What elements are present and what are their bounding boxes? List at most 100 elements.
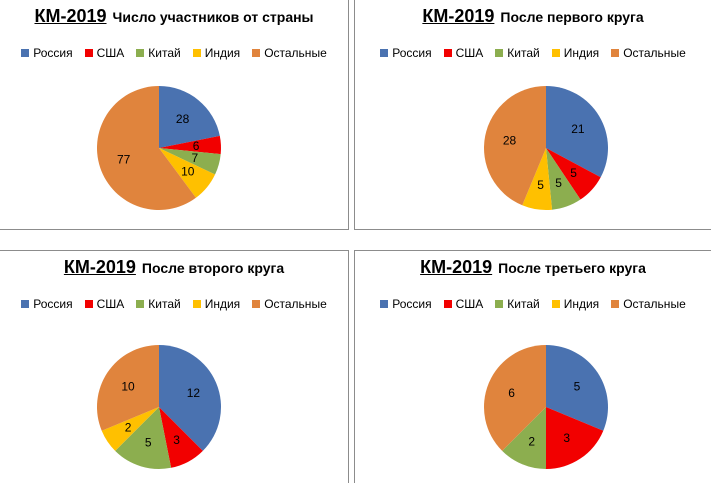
legend-label: Индия bbox=[204, 297, 241, 311]
pie-data-label: 28 bbox=[503, 134, 517, 148]
legend-item-others: Остальные bbox=[252, 297, 327, 311]
pie-slice-china bbox=[159, 148, 221, 175]
pie-slice-india bbox=[522, 148, 553, 210]
pie-slice-others bbox=[96, 86, 196, 210]
pie-data-label: 7 bbox=[192, 151, 199, 165]
legend-swatch bbox=[495, 49, 504, 57]
pie-slice-usa bbox=[159, 135, 221, 155]
pie-chart: 12 3 52 10 bbox=[97, 345, 222, 469]
legend-label: Россия bbox=[33, 46, 73, 60]
pie-slice-others bbox=[484, 345, 546, 451]
legend-swatch bbox=[611, 300, 620, 308]
pie-data-label: 21 bbox=[571, 122, 585, 136]
legend-label: Остальные bbox=[264, 46, 327, 60]
pie-data-label: 10 bbox=[181, 165, 195, 179]
legend-item-others: Остальные bbox=[611, 46, 686, 60]
pie-slice-russia bbox=[159, 86, 220, 148]
chart-legend: Россия США Китай Индия Остальные bbox=[355, 46, 711, 60]
pie-slice-india bbox=[159, 148, 216, 198]
pie-data-label: 77 bbox=[117, 153, 131, 167]
legend-item-china: Китай bbox=[495, 297, 540, 311]
pie-slice-india bbox=[101, 407, 159, 451]
pie-slice-others bbox=[484, 86, 546, 206]
legend-label: США bbox=[96, 297, 125, 311]
chart-title: КМ-2019 Число участников от страны bbox=[0, 6, 348, 27]
chart-legend: Россия США Китай Индия Остальные bbox=[0, 297, 348, 311]
pie-slice-usa bbox=[546, 407, 604, 469]
pie-chart: 5 3 2 6 bbox=[484, 345, 608, 469]
chart-title: КМ-2019 После второго круга bbox=[0, 257, 348, 278]
chart-title-sub: После третьего круга bbox=[498, 260, 646, 276]
legend-item-russia: Россия bbox=[380, 46, 432, 60]
legend-label: Остальные bbox=[264, 297, 327, 311]
legend-swatch bbox=[136, 49, 145, 57]
legend-swatch bbox=[252, 49, 261, 57]
chart-panel-round-3: КМ-2019 После третьего круга Россия США К… bbox=[354, 250, 711, 483]
legend-label: США bbox=[455, 297, 484, 311]
pie-slice-russia bbox=[546, 86, 608, 178]
legend-swatch bbox=[21, 300, 30, 308]
pie-data-label: 3 bbox=[173, 433, 180, 447]
legend-item-usa: США bbox=[84, 297, 125, 311]
legend-item-russia: Россия bbox=[21, 46, 73, 60]
legend-item-india: Индия bbox=[551, 297, 600, 311]
pie-data-label: 5 bbox=[574, 379, 581, 393]
legend-label: Россия bbox=[392, 46, 432, 60]
pie-slice-china bbox=[502, 407, 546, 469]
pie-data-label: 6 bbox=[508, 386, 515, 400]
chart-legend: Россия США Китай Индия Остальные bbox=[0, 46, 348, 60]
legend-swatch bbox=[192, 300, 201, 308]
legend-label: Китай bbox=[148, 297, 181, 311]
legend-swatch bbox=[380, 300, 389, 308]
legend-item-china: Китай bbox=[136, 297, 181, 311]
chart-title: КМ-2019 После третьего круга bbox=[355, 257, 711, 278]
chart-title: КМ-2019 После первого круга bbox=[355, 6, 711, 27]
pie-data-label: 12 bbox=[187, 386, 201, 400]
legend-label: Китай bbox=[507, 297, 540, 311]
pie-data-label: 5 bbox=[145, 436, 152, 450]
pie-slice-usa bbox=[546, 148, 601, 200]
legend-swatch bbox=[611, 49, 620, 57]
legend-label: Индия bbox=[563, 46, 600, 60]
pie-data-label: 28 bbox=[176, 112, 190, 126]
legend-swatch bbox=[84, 300, 93, 308]
pie-slice-china bbox=[115, 407, 172, 469]
legend-item-usa: США bbox=[443, 46, 484, 60]
legend-item-usa: США bbox=[443, 297, 484, 311]
pie-data-label: 2 bbox=[528, 434, 535, 448]
legend-item-china: Китай bbox=[495, 46, 540, 60]
legend-item-russia: Россия bbox=[380, 297, 432, 311]
chart-panel-round-2: КМ-2019 После второго круга Россия США Ки… bbox=[0, 250, 349, 483]
pie-slice-others bbox=[97, 345, 159, 431]
legend-swatch bbox=[551, 300, 560, 308]
legend-swatch bbox=[551, 49, 560, 57]
legend-label: Остальные bbox=[623, 297, 686, 311]
chart-title-sub: После первого круга bbox=[500, 9, 644, 25]
pie-slice-russia bbox=[546, 345, 608, 431]
pie-slice-usa bbox=[159, 407, 203, 468]
legend-label: США bbox=[455, 46, 484, 60]
legend-item-russia: Россия bbox=[21, 297, 73, 311]
pie-data-label: 3 bbox=[563, 431, 570, 445]
legend-label: Остальные bbox=[623, 46, 686, 60]
chart-title-sub: Число участников от страны bbox=[112, 9, 314, 25]
pie-data-label: 2 bbox=[125, 421, 132, 435]
chart-title-main: КМ-2019 bbox=[420, 257, 493, 277]
legend-item-india: Индия bbox=[192, 46, 240, 60]
legend-label: Россия bbox=[392, 297, 432, 311]
pie-slice-china bbox=[546, 148, 581, 210]
chart-panel-round-1: КМ-2019 После первого круга Россия США Ки… bbox=[354, 0, 711, 230]
pie-data-label: 6 bbox=[193, 139, 200, 153]
legend-label: США bbox=[96, 46, 125, 60]
legend-swatch bbox=[192, 49, 201, 57]
legend-swatch bbox=[21, 49, 30, 57]
chart-legend: Россия США Китай Индия Остальные bbox=[355, 297, 711, 311]
chart-panel-participants: КМ-2019 Число участников от страны Россия… bbox=[0, 0, 349, 230]
legend-swatch bbox=[443, 300, 452, 308]
chart-title-main: КМ-2019 bbox=[63, 257, 136, 277]
legend-label: Индия bbox=[563, 297, 600, 311]
legend-swatch bbox=[443, 49, 452, 57]
chart-title-sub: После второго круга bbox=[141, 260, 285, 276]
